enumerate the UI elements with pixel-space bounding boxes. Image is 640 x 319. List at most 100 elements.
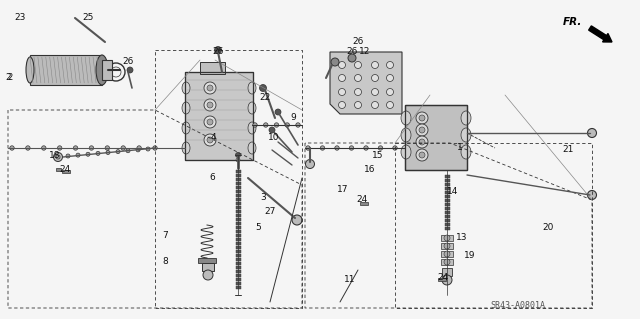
Ellipse shape [401,145,411,159]
Circle shape [371,75,378,81]
Circle shape [320,146,324,150]
Circle shape [416,136,428,148]
Circle shape [416,124,428,136]
Ellipse shape [26,57,34,83]
Bar [200,62,225,74]
Circle shape [54,152,63,161]
Circle shape [371,101,378,108]
Circle shape [146,147,150,151]
Bar [441,259,453,265]
Bar [445,203,449,206]
Bar [236,194,241,197]
Bar [185,72,253,160]
Text: 16: 16 [364,166,376,174]
Ellipse shape [461,111,471,125]
Text: 7: 7 [162,232,168,241]
Bar [202,263,214,271]
Bar [236,250,241,253]
Circle shape [387,75,394,81]
Ellipse shape [248,122,256,134]
Bar [102,60,112,80]
Text: FR.: FR. [563,17,582,27]
Text: 26: 26 [346,48,358,56]
Circle shape [204,99,216,111]
Bar [441,243,453,249]
Circle shape [116,150,120,154]
Circle shape [214,47,221,54]
Circle shape [292,215,302,225]
Bar [441,251,453,257]
Bar [236,286,241,289]
Bar [236,214,241,217]
Bar [236,246,241,249]
Circle shape [264,123,268,127]
Circle shape [416,149,428,161]
Text: 24: 24 [356,196,367,204]
Bar [236,274,241,277]
Circle shape [335,146,339,150]
Text: 26: 26 [122,57,134,66]
Circle shape [588,190,596,199]
Text: 23: 23 [14,13,26,23]
Circle shape [203,270,213,280]
Circle shape [296,123,300,127]
Bar [445,191,449,194]
Text: 2: 2 [5,73,11,83]
Text: 6: 6 [209,174,215,182]
Circle shape [136,148,140,152]
Bar [441,235,453,241]
Ellipse shape [401,128,411,142]
Bar [236,242,241,245]
Ellipse shape [248,142,256,154]
Ellipse shape [461,128,471,142]
Circle shape [126,149,130,153]
Bar [30,55,102,85]
Text: 26: 26 [352,38,364,47]
Circle shape [371,62,378,69]
Text: SR43-A0801A: SR43-A0801A [490,300,545,309]
Bar [185,72,253,160]
Bar [236,182,241,185]
Circle shape [355,62,362,69]
Circle shape [269,127,275,133]
Circle shape [339,88,346,95]
Bar [236,262,241,265]
Ellipse shape [461,145,471,159]
Circle shape [588,129,596,137]
Circle shape [355,75,362,81]
Text: 19: 19 [464,250,476,259]
Circle shape [419,127,425,133]
Text: 4: 4 [210,133,216,143]
Circle shape [419,139,425,145]
Circle shape [387,101,394,108]
Circle shape [259,85,266,92]
Bar [236,206,241,209]
Circle shape [26,146,30,150]
Bar [445,195,449,198]
Text: 20: 20 [542,224,554,233]
Text: 14: 14 [447,188,459,197]
Bar [56,168,61,171]
Text: 1: 1 [457,144,463,152]
Text: 8: 8 [162,257,168,266]
Bar [405,105,467,170]
Text: 15: 15 [372,151,384,160]
Bar [445,223,449,226]
Ellipse shape [182,142,190,154]
Circle shape [207,102,213,108]
Circle shape [348,54,356,62]
Bar [445,219,449,222]
Bar [198,258,216,263]
Text: 26: 26 [212,48,224,56]
Circle shape [121,146,125,150]
Bar [236,190,241,193]
Bar [236,218,241,221]
Bar [445,175,449,178]
Circle shape [305,160,314,168]
Text: 22: 22 [259,93,271,102]
Circle shape [349,146,354,150]
Bar [445,227,449,230]
Text: 11: 11 [344,276,356,285]
Bar [445,179,449,182]
Circle shape [66,154,70,158]
